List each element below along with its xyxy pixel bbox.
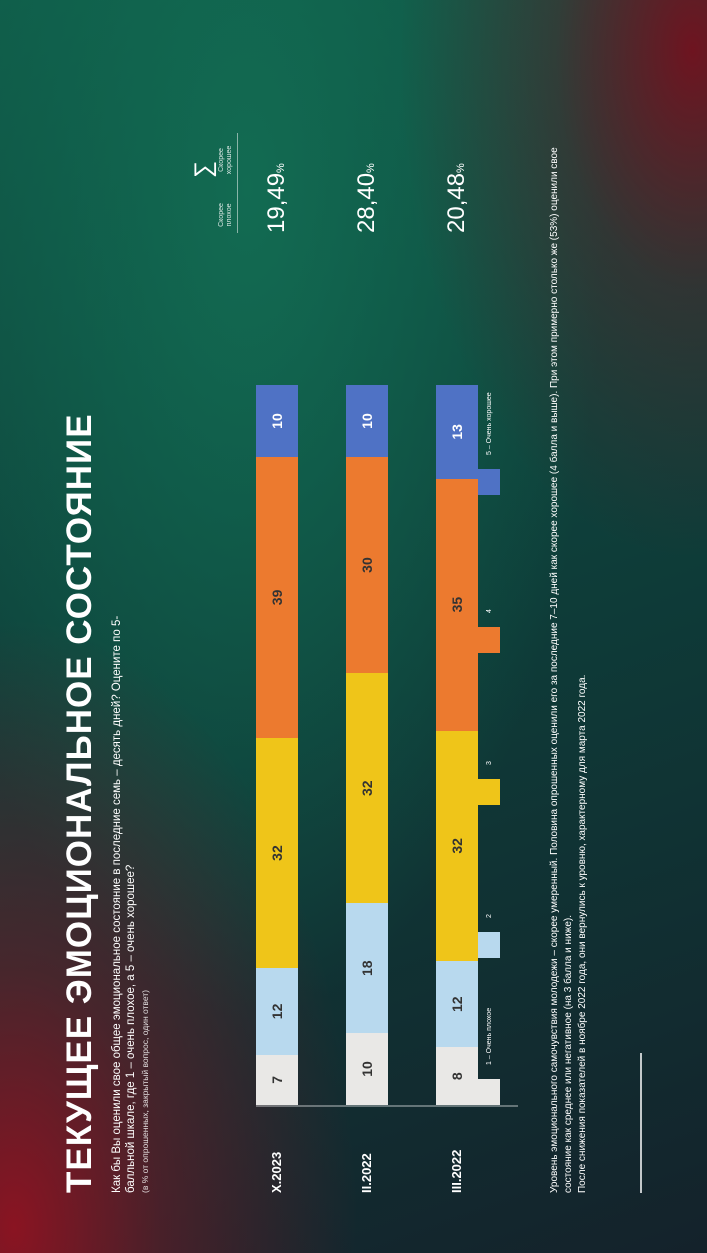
bar-segment: 13: [436, 385, 478, 479]
bar-segment: 10: [346, 1033, 388, 1105]
page-title: ТЕКУЩЕЕ ЭМОЦИОНАЛЬНОЕ СОСТОЯНИЕ: [60, 413, 99, 1193]
bar-row: 8 12 32 35 13: [436, 385, 478, 1105]
sum-icon: ∑: [190, 160, 217, 178]
period-label: III.2022: [449, 1149, 464, 1193]
footnote-paragraph: Уровень эмоционального самочувствия моло…: [549, 147, 574, 1193]
bar-segment: 12: [436, 961, 478, 1048]
legend-item: 5 – Очень хорошее: [478, 392, 500, 495]
legend-swatch: [478, 779, 500, 805]
bar-segment: 32: [436, 730, 478, 962]
survey-question: Как бы Вы оценили свое общее эмоциональн…: [111, 615, 137, 1193]
bar-segment: 10: [256, 385, 298, 458]
bar-segment: 39: [256, 457, 298, 738]
totals-header-good: Скорее хорошее: [218, 145, 233, 175]
bar-segment: 18: [346, 903, 388, 1033]
bar-segment: 7: [256, 1054, 298, 1105]
legend-item: 4: [478, 609, 500, 653]
legend-swatch: [478, 1079, 500, 1105]
bar-segment: 10: [346, 385, 388, 458]
bar-segment: 12: [256, 968, 298, 1055]
legend-swatch: [478, 627, 500, 653]
legend-label: 3: [485, 761, 493, 765]
total-value: 20,48%: [443, 163, 470, 233]
total-value: 19,49%: [263, 163, 290, 233]
bar-row: 10 18 32 30 10: [346, 385, 388, 1105]
totals-header-bad: Скорее плохое: [218, 203, 233, 227]
legend-item: 2: [478, 914, 500, 958]
legend-label: 4: [485, 609, 493, 613]
legend-label: 1 – Очень плохое: [485, 1007, 493, 1065]
legend-swatch: [478, 932, 500, 958]
bar-segment: 35: [436, 478, 478, 731]
footnote-divider: [640, 1053, 642, 1193]
total-value: 28,40%: [353, 163, 380, 233]
bar-segment: 32: [346, 673, 388, 904]
legend-item: 1 – Очень плохое: [478, 1008, 500, 1105]
legend-label: 5 – Очень хорошее: [485, 392, 493, 455]
period-label: X.2023: [269, 1151, 284, 1193]
legend-label: 2: [485, 914, 493, 918]
bar-segment: 8: [436, 1047, 478, 1105]
legend-swatch: [478, 469, 500, 495]
totals-header-divider: [237, 133, 238, 233]
survey-note: (в % от опрошенных, закрытый вопрос, оди…: [140, 989, 150, 1193]
footnote: Уровень эмоционального самочувствия моло…: [548, 143, 590, 1193]
chart-baseline: [256, 1105, 518, 1107]
bar-segment: 32: [256, 737, 298, 969]
bar-row: 7 12 32 39 10: [256, 385, 298, 1105]
footnote-paragraph: После снижения показателей в ноябре 2022…: [577, 674, 588, 1193]
period-label: II.2022: [359, 1153, 374, 1193]
legend-item: 3: [478, 761, 500, 805]
bar-segment: 30: [346, 457, 388, 674]
